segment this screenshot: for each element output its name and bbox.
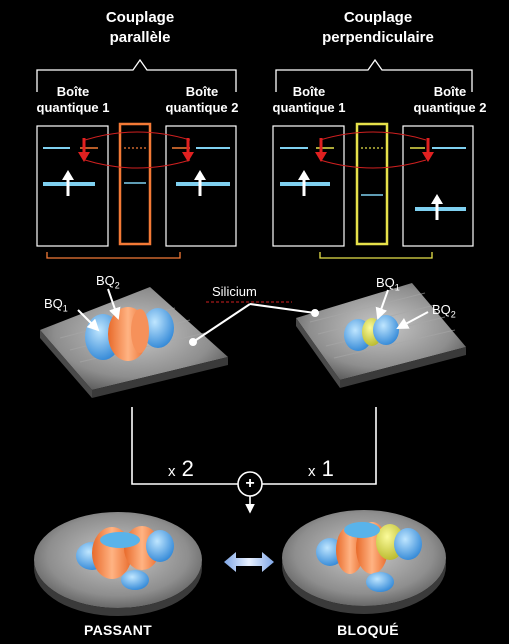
parallel-barrier — [118, 122, 152, 246]
parallel-bq2-label: BQ2 — [96, 273, 120, 291]
perpendicular-dot-lobes — [344, 315, 399, 351]
perpendicular-qd1-spin-down-icon — [315, 138, 327, 162]
parallel-qd2-label-line2: quantique 2 — [165, 100, 239, 115]
perpendicular-top-brace — [275, 58, 473, 92]
perpendicular-qd1-label: Boîte quantique 1 — [264, 84, 354, 116]
perpendicular-qd1-spin-up-icon — [298, 170, 310, 196]
parallel-bq1-sub: 1 — [62, 303, 68, 314]
passant-label: PASSANT — [84, 622, 152, 638]
parallel-title-line1: Couplage — [105, 9, 175, 26]
silicon-pointer-right — [249, 303, 316, 314]
perpendicular-bq2-sub: 2 — [450, 309, 456, 320]
parallel-coupling-curve-bottom — [84, 159, 191, 169]
perpendicular-energy-diagram — [272, 122, 474, 247]
perpendicular-barrier — [355, 122, 389, 246]
parallel-multiplier-value: 2 — [181, 456, 194, 481]
parallel-bottom-bracket — [46, 252, 181, 259]
perpendicular-title: Couplage perpendiculaire — [308, 8, 448, 48]
parallel-qd1-label-line2: quantique 1 — [36, 100, 110, 115]
bloque-label: BLOQUÉ — [337, 622, 399, 638]
parallel-title: Couplage parallèle — [80, 8, 200, 48]
parallel-bq2-text: BQ — [96, 273, 115, 288]
parallel-stm-surface — [40, 287, 228, 398]
parallel-energy-diagram — [36, 122, 237, 247]
perpendicular-qd2-spin-down-icon — [422, 138, 434, 162]
parallel-qd2-label-line1: Boîte — [185, 84, 219, 99]
perpendicular-bq1-sub: 1 — [394, 282, 400, 293]
perpendicular-coupling-curve-top — [319, 131, 427, 141]
parallel-bq1-label: BQ1 — [44, 296, 68, 314]
perpendicular-bq1-text: BQ — [376, 275, 395, 290]
parallel-multiplier: x 2 — [168, 456, 194, 482]
perpendicular-qd2-label-line2: quantique 2 — [413, 100, 487, 115]
passant-result-surface — [34, 512, 202, 616]
perpendicular-multiplier-value: 1 — [321, 456, 334, 481]
plus-symbol: + — [245, 475, 255, 492]
parallel-qd2-spin-up-icon — [194, 170, 206, 196]
parallel-multiplier-x: x — [168, 463, 176, 480]
perpendicular-bq2-text: BQ — [432, 302, 451, 317]
parallel-coupling-curve-top — [84, 131, 191, 141]
silicon-label: Silicium — [212, 284, 257, 299]
perpendicular-bottom-bracket — [319, 252, 433, 259]
perpendicular-qd2-label-line1: Boîte — [433, 84, 467, 99]
perpendicular-coupling-curve-bottom — [319, 159, 427, 169]
perpendicular-title-line1: Couplage — [343, 9, 413, 26]
perpendicular-qd2-spin-up-icon — [431, 194, 443, 220]
perpendicular-qd1-label-line1: Boîte — [292, 84, 326, 99]
perpendicular-qd2-panel — [402, 125, 474, 247]
perpendicular-multiplier: x 1 — [308, 456, 334, 482]
perpendicular-qd1-label-line2: quantique 1 — [272, 100, 346, 115]
parallel-qd1-spin-up-icon — [62, 170, 74, 196]
perpendicular-stm-surface — [296, 283, 466, 388]
perpendicular-bq1-label: BQ1 — [376, 275, 400, 293]
plus-circle — [237, 471, 263, 497]
parallel-top-brace — [36, 58, 237, 92]
perpendicular-multiplier-x: x — [308, 463, 316, 480]
parallel-bq1-text: BQ — [44, 296, 63, 311]
double-arrow-icon — [224, 552, 274, 572]
parallel-qd1-spin-down-icon — [78, 138, 90, 162]
bloque-result-surface — [282, 510, 446, 614]
parallel-qd1-label-line1: Boîte — [56, 84, 90, 99]
parallel-qd1-label: Boîte quantique 1 — [28, 84, 118, 116]
parallel-qd2-spin-down-icon — [182, 138, 194, 162]
parallel-title-line2: parallèle — [109, 29, 171, 46]
silicon-pointer-left — [192, 303, 251, 343]
perpendicular-title-line2: perpendiculaire — [322, 29, 434, 46]
pointer-lines — [77, 288, 429, 346]
perpendicular-bq2-label: BQ2 — [432, 302, 456, 320]
parallel-qd2-label: Boîte quantique 2 — [152, 84, 252, 116]
parallel-bq2-sub: 2 — [114, 280, 120, 291]
perpendicular-qd2-label: Boîte quantique 2 — [400, 84, 500, 116]
